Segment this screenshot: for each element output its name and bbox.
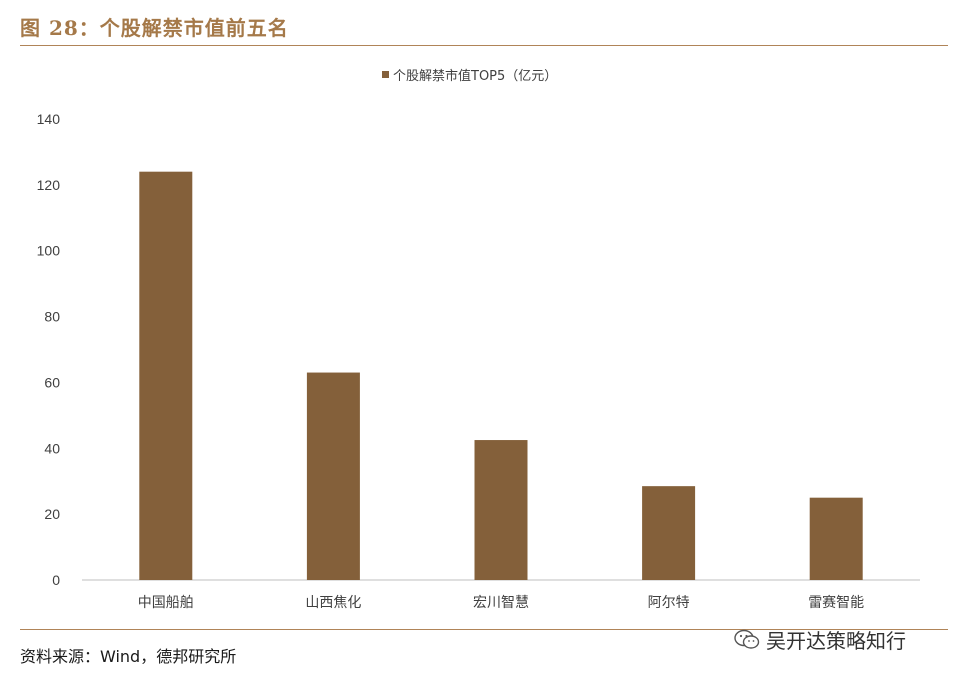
figure-title: 图 28：个股解禁市值前五名 bbox=[20, 16, 289, 40]
bar bbox=[809, 497, 863, 580]
top-rule bbox=[20, 45, 948, 46]
legend-swatch bbox=[382, 71, 389, 78]
y-tick-label: 140 bbox=[37, 111, 61, 127]
x-tick-label: 中国船舶 bbox=[138, 595, 194, 611]
legend-label: 个股解禁市值TOP5（亿元） bbox=[393, 68, 557, 84]
bar bbox=[139, 171, 193, 580]
bar bbox=[642, 486, 696, 580]
bottom-rule bbox=[20, 629, 948, 630]
y-tick-label: 80 bbox=[44, 309, 60, 325]
wechat-icon bbox=[734, 629, 760, 651]
watermark: 吴开达策略知行 bbox=[734, 625, 906, 654]
x-tick-label: 雷赛智能 bbox=[808, 595, 864, 611]
x-tick-label: 阿尔特 bbox=[648, 595, 690, 611]
y-tick-label: 20 bbox=[44, 506, 60, 522]
bar bbox=[474, 440, 528, 580]
y-tick-label: 120 bbox=[37, 177, 61, 193]
y-tick-label: 40 bbox=[44, 440, 60, 456]
y-tick-label: 100 bbox=[37, 243, 61, 259]
y-tick-label: 60 bbox=[44, 374, 60, 390]
y-tick-label: 0 bbox=[52, 572, 60, 588]
x-tick-label: 宏川智慧 bbox=[473, 595, 529, 611]
watermark-text: 吴开达策略知行 bbox=[766, 629, 906, 653]
source-note: 资料来源：Wind，德邦研究所 bbox=[20, 647, 237, 666]
x-tick-label: 山西焦化 bbox=[305, 595, 361, 611]
bar bbox=[306, 372, 360, 580]
